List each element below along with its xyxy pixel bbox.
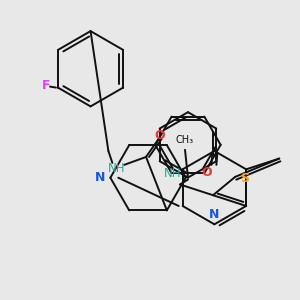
Text: F: F: [42, 79, 50, 92]
Text: O: O: [201, 166, 212, 179]
Text: O: O: [154, 129, 165, 142]
Text: NH: NH: [108, 162, 125, 175]
Text: S: S: [241, 172, 250, 185]
Text: N: N: [209, 208, 220, 221]
Text: N: N: [95, 171, 106, 184]
Text: NH: NH: [164, 167, 182, 180]
Text: CH₃: CH₃: [176, 135, 194, 145]
